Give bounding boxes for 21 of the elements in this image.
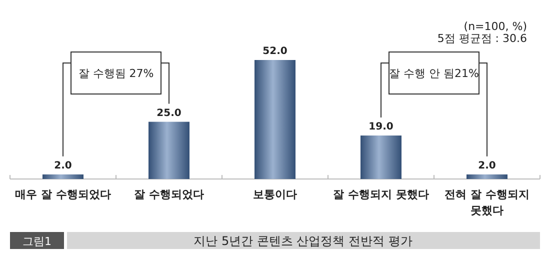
annotation: 잘 수행 안 됨21% xyxy=(389,67,479,80)
x-tick-label: 전혀 잘 수행되지 못했다 xyxy=(444,188,530,217)
annotation: 잘 수행됨 27% xyxy=(78,67,154,80)
text: 지난 5년간 콘텐츠 산업정책 전반적 평가 xyxy=(194,234,412,248)
data-label: 2.0 xyxy=(54,160,72,172)
bar xyxy=(466,174,508,179)
bar xyxy=(360,136,402,179)
text: 5점 평균점 : 30.6 xyxy=(437,32,527,45)
bar xyxy=(254,60,296,179)
x-tick-label: 매우 잘 수행되었다 xyxy=(15,188,111,201)
bar xyxy=(42,174,84,179)
text: (n=100, %) xyxy=(464,20,527,33)
data-label: 19.0 xyxy=(368,122,394,133)
x-tick-label: 잘 수행되었다 xyxy=(134,188,204,201)
bar xyxy=(148,122,190,179)
x-tick-label: 보통이다 xyxy=(253,188,297,201)
caption: 그림1 xyxy=(22,235,52,248)
data-label: 2.0 xyxy=(478,160,496,172)
x-tick-label: 잘 수행되지 못했다 xyxy=(333,188,429,201)
data-label: 52.0 xyxy=(262,46,288,57)
data-label: 25.0 xyxy=(156,108,182,119)
